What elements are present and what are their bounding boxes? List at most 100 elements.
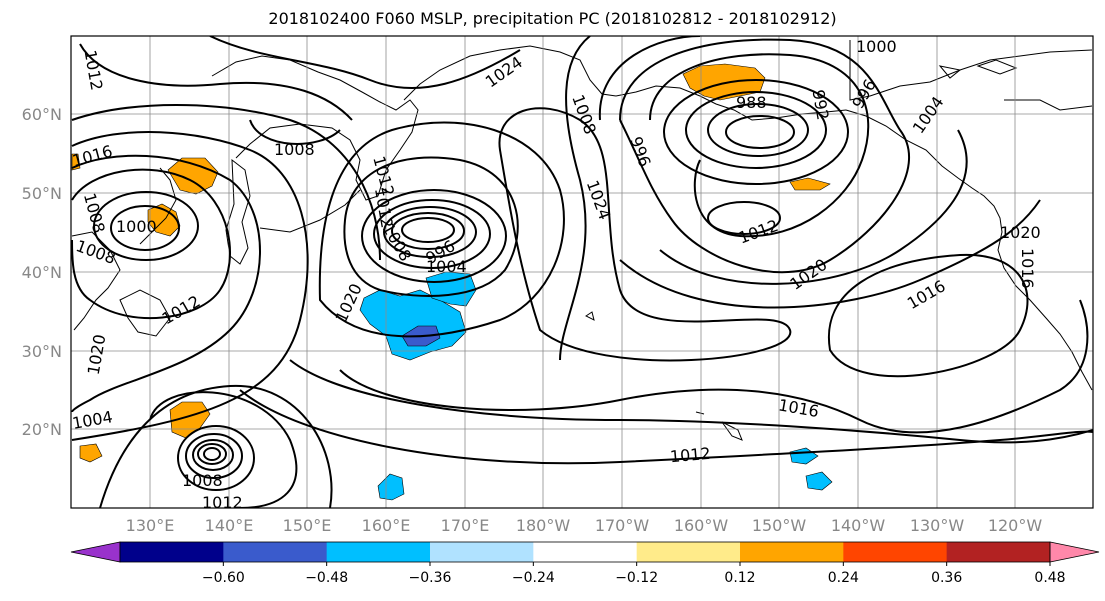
colorbar-tick-label: 0.48 xyxy=(1034,570,1065,586)
lon-labels: 130°E 140°E 150°E 160°E 170°E 180°W 170°… xyxy=(126,516,1043,535)
coastline xyxy=(225,158,251,265)
isobar-contour xyxy=(619,38,911,274)
colorbar: −0.60 −0.48 −0.36 −0.24 −0.12 0.12 0.24 0.36 0.4… xyxy=(70,541,1100,586)
isobar-contour xyxy=(71,154,261,413)
lat-label: 50°N xyxy=(22,184,62,203)
colorbar-tick-label: −0.36 xyxy=(409,570,452,586)
isobar-contour xyxy=(149,391,298,508)
isobar-contour xyxy=(685,91,827,169)
isobar-contour xyxy=(707,103,809,157)
isobar-contour xyxy=(289,359,1093,444)
isobar-contour xyxy=(209,36,521,89)
lon-label: 140°W xyxy=(831,516,886,535)
coastline xyxy=(845,109,1093,391)
isobar-contour xyxy=(99,384,333,508)
isobar-contour xyxy=(177,425,255,491)
isobar-contour xyxy=(110,205,180,251)
colorbar-tick-label: −0.12 xyxy=(615,570,658,586)
isobar-contour xyxy=(373,199,491,269)
isobar-contour xyxy=(707,201,781,235)
isobar-contour xyxy=(401,217,455,243)
lon-label: 130°E xyxy=(126,516,175,535)
coastline xyxy=(119,289,171,337)
map-title: 2018102400 F060 MSLP, precipitation PC (… xyxy=(268,9,837,28)
graticule xyxy=(71,36,1093,508)
colorbar-segment xyxy=(533,542,638,562)
isobar-contour xyxy=(239,389,1093,465)
colorbar-segment xyxy=(326,542,431,562)
colorbar-tick-label: 0.36 xyxy=(931,570,962,586)
colorbar-tick-label: −0.24 xyxy=(512,570,555,586)
isobars xyxy=(71,36,1093,508)
colorbar-tick-label: 0.12 xyxy=(724,570,755,586)
isobar-label: 1012 xyxy=(669,444,711,466)
isobar-contour xyxy=(383,206,477,258)
colorbar-extend-max xyxy=(1049,541,1100,563)
colorbar-tick-label: −0.48 xyxy=(305,570,348,586)
isobar-label: 1020 xyxy=(1000,223,1041,242)
coastline xyxy=(695,411,705,415)
isobar-contour xyxy=(71,104,381,261)
isobar-label: 1016 xyxy=(1018,248,1037,289)
coastline xyxy=(585,311,595,321)
isobar-contour xyxy=(559,36,591,361)
coastline xyxy=(721,421,743,441)
coastline xyxy=(938,65,962,79)
lat-label: 40°N xyxy=(22,263,62,282)
isobar-contour xyxy=(498,107,792,362)
isobar-label: 988 xyxy=(736,93,767,112)
isobar-contour xyxy=(361,189,507,283)
coastline xyxy=(1004,99,1093,111)
isobar-contour xyxy=(391,212,465,250)
isobar-contour xyxy=(192,439,234,471)
isobar-label: 1000 xyxy=(856,37,897,56)
isobar-contour xyxy=(663,79,849,185)
lon-label: 150°W xyxy=(752,516,807,535)
lon-label: 180°W xyxy=(516,516,571,535)
colorbar-segment xyxy=(740,542,844,562)
lon-label: 160°E xyxy=(362,516,411,535)
isobar-contour xyxy=(79,43,353,121)
isobar-contour xyxy=(343,156,519,297)
coastline xyxy=(403,45,617,101)
lon-label: 170°E xyxy=(441,516,490,535)
isobar-label: 1004 xyxy=(426,257,467,276)
isobar-contour xyxy=(339,299,1089,434)
precip-positive-area xyxy=(79,443,103,463)
colorbar-outline xyxy=(119,541,1051,563)
lon-label: 160°W xyxy=(674,516,729,535)
isobar-contour xyxy=(93,191,199,261)
isobar-contour xyxy=(203,447,221,461)
colorbar-segment xyxy=(223,542,328,562)
lat-label: 30°N xyxy=(22,342,62,361)
isobar-contour xyxy=(71,131,309,441)
lon-label: 150°E xyxy=(283,516,332,535)
map-border xyxy=(70,35,1094,509)
precip-negative xyxy=(359,271,833,501)
colorbar-segment xyxy=(946,542,1051,562)
isobar-contour xyxy=(185,433,243,479)
isobar-label: 1012 xyxy=(202,493,243,512)
coastline xyxy=(849,40,1093,101)
lat-label: 60°N xyxy=(22,105,62,124)
coastline xyxy=(211,55,419,201)
isobar-contour xyxy=(318,121,565,338)
lat-label: 20°N xyxy=(22,420,62,439)
isobar-label: 1008 xyxy=(182,471,223,490)
precip-negative-area xyxy=(377,473,405,501)
lon-label: 130°W xyxy=(910,516,965,535)
colorbar-tick-label: 0.24 xyxy=(828,570,859,586)
coastline xyxy=(976,59,1018,75)
colorbar-segment xyxy=(843,542,948,562)
isobar-contour xyxy=(827,253,1029,378)
colorbar-segment xyxy=(636,542,741,562)
lon-label: 140°E xyxy=(205,516,254,535)
precip-positive-area xyxy=(789,177,831,191)
colorbar-segment xyxy=(120,542,224,562)
precip-negative-area xyxy=(805,471,833,491)
isobar-contour xyxy=(197,443,227,465)
isobar-contour xyxy=(659,129,968,285)
colorbar-segment xyxy=(430,542,534,562)
isobar-label: 1008 xyxy=(274,140,315,159)
isobar-contour xyxy=(249,119,341,145)
